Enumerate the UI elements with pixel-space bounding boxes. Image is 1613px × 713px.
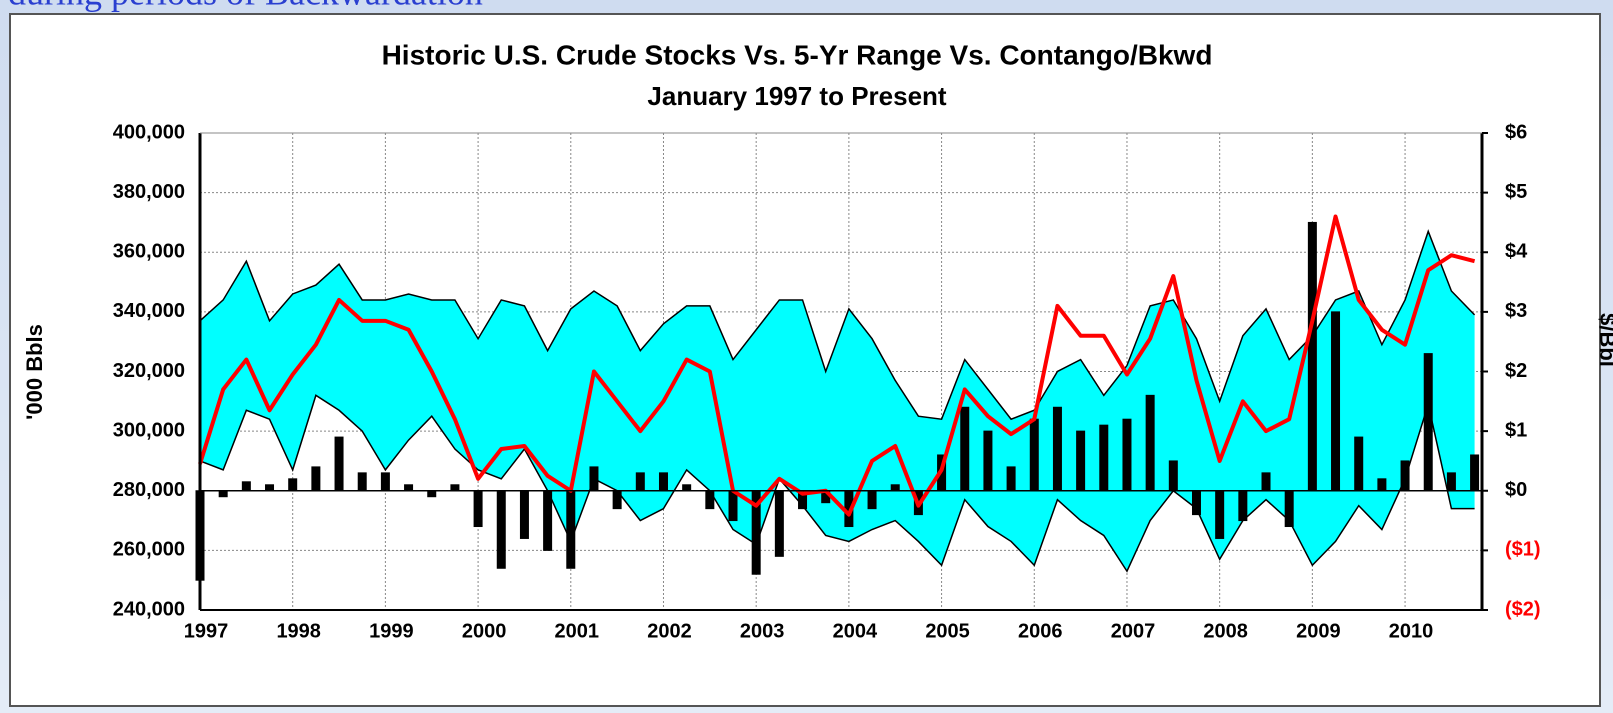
bar — [450, 484, 460, 492]
y2-tick-label: $4 — [1505, 241, 1528, 263]
bar — [960, 406, 970, 492]
bar — [1052, 406, 1062, 492]
x-tick-label: 2003 — [740, 620, 785, 642]
band-edge — [199, 394, 1475, 573]
x-tick-label: 2008 — [1203, 620, 1248, 642]
bar — [1307, 221, 1317, 492]
x-tick-label: 1999 — [369, 620, 414, 642]
y-tick-label: 320,000 — [113, 360, 185, 382]
bar — [288, 478, 298, 492]
bar — [682, 484, 692, 492]
bar — [728, 490, 738, 522]
y-tick-label: 380,000 — [113, 181, 185, 203]
y-tick-label: 300,000 — [113, 419, 185, 441]
bar — [1261, 472, 1271, 492]
bar — [589, 466, 599, 492]
band-edge — [199, 229, 1476, 421]
bar — [774, 490, 784, 557]
bar — [1076, 430, 1086, 492]
y-tick-label: 260,000 — [113, 539, 185, 561]
y2-tick-label: ($2) — [1505, 598, 1541, 620]
bar — [380, 472, 390, 492]
bar — [1331, 311, 1341, 492]
x-tick-label: 2007 — [1111, 620, 1156, 642]
bar — [890, 484, 900, 492]
x-tick-label: 2000 — [462, 620, 507, 642]
y2-tick-label: ($1) — [1505, 539, 1541, 561]
bar — [1470, 454, 1480, 492]
bar — [1284, 490, 1294, 528]
bar — [1446, 472, 1456, 492]
x-tick-label: 1997 — [184, 620, 229, 642]
y-tick-label: 400,000 — [113, 121, 185, 143]
bar — [241, 481, 251, 492]
x-tick-label: 2002 — [647, 620, 692, 642]
bar — [1029, 418, 1039, 492]
y2-tick-label: $0 — [1505, 479, 1527, 501]
slide-heading: during periods of Backwardation — [8, 0, 483, 12]
bar — [1099, 424, 1109, 492]
bar — [1145, 394, 1155, 492]
y-tick-label: 360,000 — [113, 241, 185, 263]
bar — [635, 472, 645, 492]
bar — [1006, 466, 1016, 492]
y-tick-label: 280,000 — [113, 479, 185, 501]
line — [198, 214, 1476, 517]
bar — [334, 436, 344, 492]
bar — [1423, 353, 1433, 492]
x-tick-label: 2004 — [833, 620, 878, 642]
bar — [658, 472, 668, 492]
range-band — [200, 231, 1475, 572]
x-tick-label: 2006 — [1018, 620, 1063, 642]
bar — [1377, 478, 1387, 492]
bar — [519, 490, 529, 539]
bar — [1215, 490, 1225, 539]
bar — [265, 484, 275, 492]
bar — [1191, 490, 1201, 516]
bar — [1400, 460, 1410, 492]
y2-tick-label: $3 — [1505, 300, 1527, 322]
bar — [612, 490, 622, 510]
x-tick-label: 2001 — [555, 620, 600, 642]
bar — [983, 430, 993, 492]
bar — [1122, 418, 1132, 492]
x-tick-label: 1998 — [276, 620, 321, 642]
chart-subtitle: January 1997 to Present — [647, 81, 946, 111]
y2-axis-label: $/Bbl — [1595, 313, 1613, 367]
bar — [705, 490, 715, 510]
x-tick-label: 2010 — [1389, 620, 1434, 642]
chart: Historic U.S. Crude Stocks Vs. 5-Yr Rang… — [22, 39, 1613, 642]
bar — [1354, 436, 1364, 492]
y-axis-label: '000 Bbls — [22, 324, 47, 420]
bar — [1238, 490, 1248, 522]
x-tick-label: 2009 — [1296, 620, 1341, 642]
bar — [473, 490, 483, 528]
bar — [496, 490, 506, 569]
bar — [404, 484, 414, 492]
bar — [218, 490, 228, 498]
y-tick-label: 340,000 — [113, 300, 185, 322]
bar — [427, 490, 437, 498]
bar — [311, 466, 321, 492]
y2-tick-label: $5 — [1505, 181, 1527, 203]
bar — [543, 490, 553, 551]
y2-tick-label: $2 — [1505, 360, 1527, 382]
chart-title: Historic U.S. Crude Stocks Vs. 5-Yr Rang… — [382, 39, 1213, 70]
bar — [867, 490, 877, 510]
bar — [1168, 460, 1178, 492]
x-tick-label: 2005 — [925, 620, 970, 642]
bar — [357, 472, 367, 492]
bar — [566, 490, 576, 569]
y2-tick-label: $6 — [1505, 121, 1527, 143]
y-tick-label: 240,000 — [113, 598, 185, 620]
y2-tick-label: $1 — [1505, 419, 1527, 441]
